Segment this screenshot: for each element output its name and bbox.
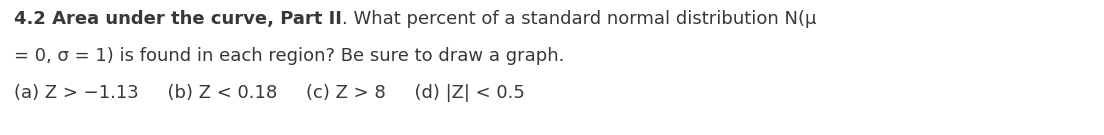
Text: 4.2 Area under the curve, Part II: 4.2 Area under the curve, Part II xyxy=(14,10,342,28)
Text: = 0, σ = 1) is found in each region? Be sure to draw a graph.: = 0, σ = 1) is found in each region? Be … xyxy=(14,47,564,65)
Text: . What percent of a standard normal distribution N(μ: . What percent of a standard normal dist… xyxy=(342,10,816,28)
Text: (a) Z > −1.13     (b) Z < 0.18     (c) Z > 8     (d) |Z| < 0.5: (a) Z > −1.13 (b) Z < 0.18 (c) Z > 8 (d)… xyxy=(14,84,524,102)
